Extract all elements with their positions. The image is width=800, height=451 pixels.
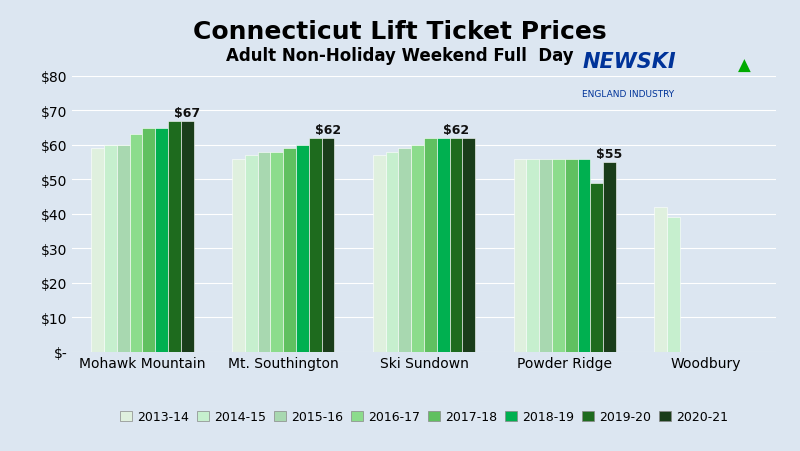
Text: ENGLAND INDUSTRY: ENGLAND INDUSTRY (582, 90, 674, 99)
Bar (130, 135, 142, 352)
Bar (117, 146, 130, 352)
Bar (411, 146, 424, 352)
Bar (322, 138, 334, 352)
Bar (603, 163, 616, 352)
Bar (386, 152, 398, 352)
Bar (514, 159, 526, 352)
Bar (91, 149, 104, 352)
Bar (450, 138, 462, 352)
Bar (462, 138, 475, 352)
Legend: 2013-14, 2014-15, 2015-16, 2016-17, 2017-18, 2018-19, 2019-20, 2020-21: 2013-14, 2014-15, 2015-16, 2016-17, 2017… (114, 405, 734, 428)
Bar (104, 146, 117, 352)
Text: ▲: ▲ (738, 57, 751, 75)
Bar (142, 128, 155, 352)
Bar (373, 156, 386, 352)
Bar (539, 159, 552, 352)
Bar (398, 149, 411, 352)
Bar (552, 159, 565, 352)
Text: Adult Non-Holiday Weekend Full  Day: Adult Non-Holiday Weekend Full Day (226, 47, 574, 65)
Text: NEWSKI: NEWSKI (582, 52, 676, 72)
Bar (155, 128, 168, 352)
Bar (258, 152, 270, 352)
Bar (526, 159, 539, 352)
Bar (168, 121, 181, 352)
Bar (578, 159, 590, 352)
Bar (245, 156, 258, 352)
Bar (296, 146, 309, 352)
Bar (590, 183, 603, 352)
Bar (283, 149, 296, 352)
Bar (667, 218, 680, 352)
Bar (232, 159, 245, 352)
Text: $62: $62 (443, 124, 469, 137)
Bar (424, 138, 437, 352)
Text: $55: $55 (597, 147, 622, 161)
Bar (270, 152, 283, 352)
Bar (654, 207, 667, 352)
Text: $67: $67 (174, 106, 200, 120)
Bar (437, 138, 450, 352)
Text: $62: $62 (315, 124, 341, 137)
Bar (309, 138, 322, 352)
Bar (565, 159, 578, 352)
Bar (181, 121, 194, 352)
Text: Connecticut Lift Ticket Prices: Connecticut Lift Ticket Prices (193, 20, 607, 44)
